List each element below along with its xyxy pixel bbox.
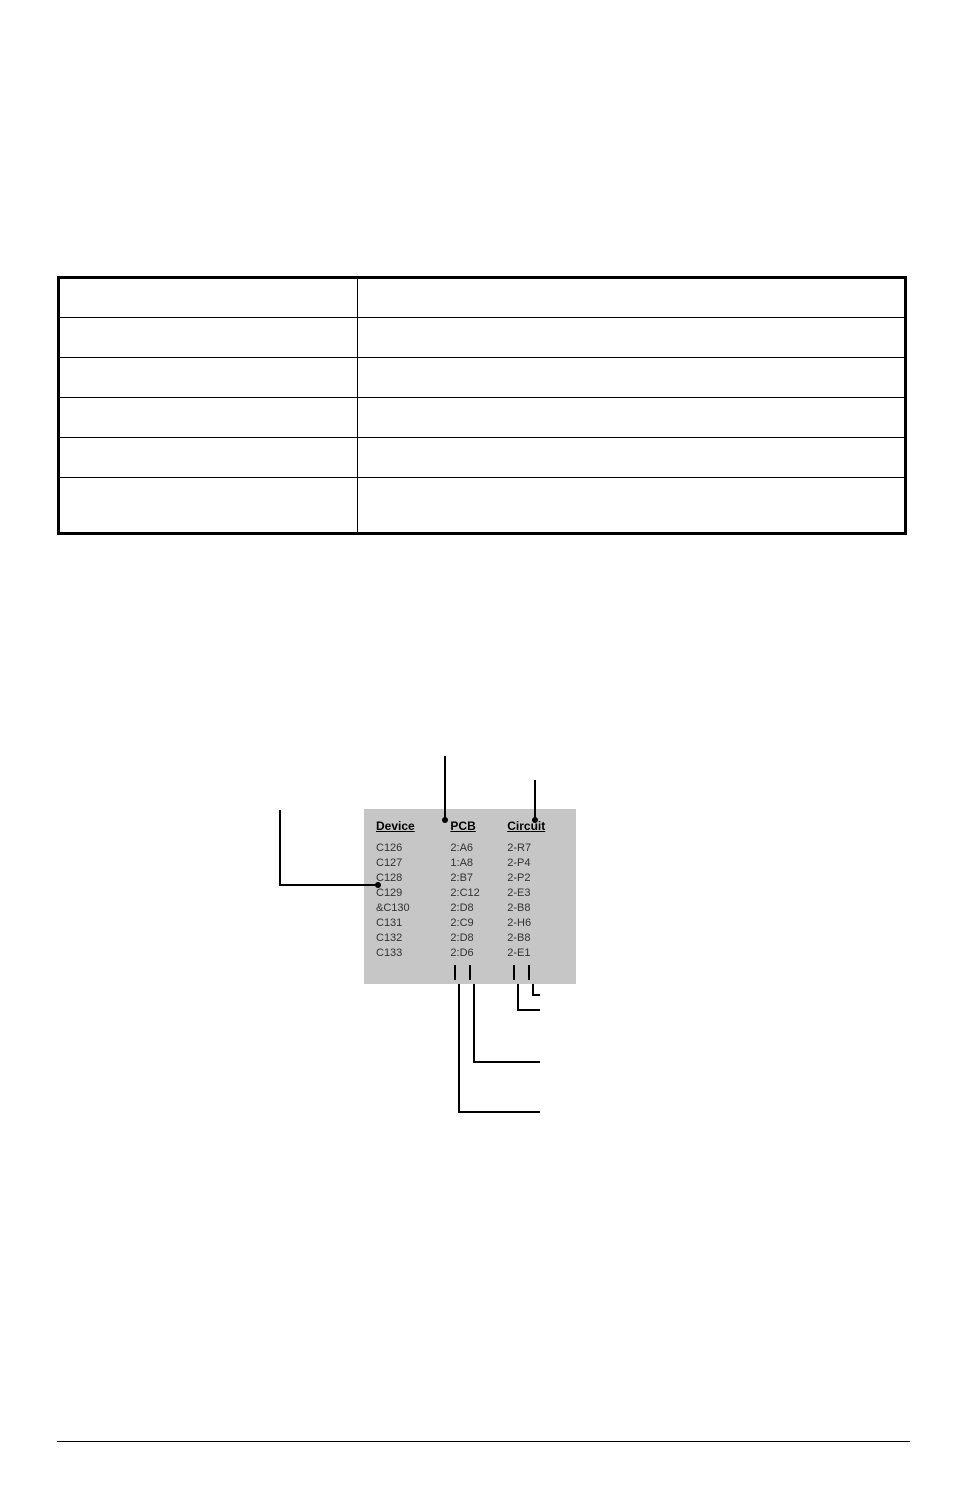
circuit-cell: 2-R7 (507, 841, 564, 856)
pcb-cell: 2:C9 (450, 916, 507, 931)
device-cell: C127 (376, 856, 450, 871)
device-cell: C126 (376, 841, 450, 856)
device-panel-rows: C1262:A62-R7C1271:A82-P4C1282:B72-P2C129… (376, 841, 564, 961)
device-panel: Device PCB Circuit C1262:A62-R7C1271:A82… (364, 809, 576, 984)
table-cell (357, 358, 905, 398)
table-row (59, 478, 906, 534)
callout-pcb-sheet (459, 984, 540, 1112)
table-row (59, 358, 906, 398)
pcb-cell: 1:A8 (450, 856, 507, 871)
header-device: Device (376, 819, 450, 833)
pcb-cell: 2:A6 (450, 841, 507, 856)
table-row (59, 398, 906, 438)
table-cell (59, 278, 358, 318)
callout-overlay (0, 0, 967, 1498)
table-cell (59, 358, 358, 398)
device-cell: C128 (376, 871, 450, 886)
circuit-cell: 2-B8 (507, 901, 564, 916)
circuit-cell: 2-P2 (507, 871, 564, 886)
pcb-cell: 2:B7 (450, 871, 507, 886)
pcb-cell: 2:C12 (450, 886, 507, 901)
device-cell: C131 (376, 916, 450, 931)
table-row (59, 438, 906, 478)
table-cell (59, 478, 358, 534)
device-row: C1271:A82-P4 (376, 856, 564, 871)
device-row: C1332:D62-E1 (376, 946, 564, 961)
table-cell (59, 438, 358, 478)
table-cell (357, 318, 905, 358)
table-cell (357, 438, 905, 478)
circuit-cell: 2-H6 (507, 916, 564, 931)
device-cell: C132 (376, 931, 450, 946)
circuit-cell: 2-B8 (507, 931, 564, 946)
table-row (59, 318, 906, 358)
table-cell (357, 478, 905, 534)
circuit-cell: 2-P4 (507, 856, 564, 871)
device-row: C1292:C122-E3 (376, 886, 564, 901)
device-row: &C1302:D82-B8 (376, 901, 564, 916)
callout-circ-grid (533, 984, 540, 995)
device-panel-header: Device PCB Circuit (376, 819, 564, 833)
page: Device PCB Circuit C1262:A62-R7C1271:A82… (0, 0, 967, 1498)
bottom-rule (57, 1441, 910, 1442)
device-cell: C133 (376, 946, 450, 961)
table-row (59, 278, 906, 318)
device-row: C1322:D82-B8 (376, 931, 564, 946)
table-cell (357, 278, 905, 318)
callout-pcb-grid (474, 984, 540, 1062)
spec-table (57, 276, 907, 535)
device-row: C1312:C92-H6 (376, 916, 564, 931)
pcb-cell: 2:D8 (450, 931, 507, 946)
device-cell: &C130 (376, 901, 450, 916)
device-cell: C129 (376, 886, 450, 901)
device-row: C1282:B72-P2 (376, 871, 564, 886)
device-row: C1262:A62-R7 (376, 841, 564, 856)
pcb-cell: 2:D8 (450, 901, 507, 916)
table-cell (59, 318, 358, 358)
table-cell (357, 398, 905, 438)
header-pcb: PCB (450, 819, 507, 833)
table-cell (59, 398, 358, 438)
circuit-cell: 2-E1 (507, 946, 564, 961)
circuit-cell: 2-E3 (507, 886, 564, 901)
pcb-cell: 2:D6 (450, 946, 507, 961)
callout-circ-sheet (518, 984, 540, 1010)
spec-table-body (59, 278, 906, 534)
header-circuit: Circuit (507, 819, 564, 833)
